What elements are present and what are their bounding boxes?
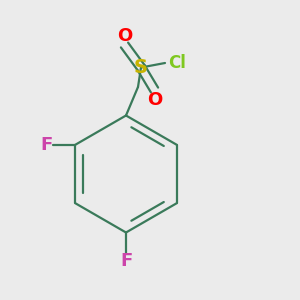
Text: S: S [134, 58, 148, 77]
Text: Cl: Cl [168, 54, 186, 72]
Text: F: F [40, 136, 52, 154]
Text: F: F [120, 252, 132, 270]
Text: O: O [117, 27, 132, 45]
Text: O: O [147, 91, 162, 109]
